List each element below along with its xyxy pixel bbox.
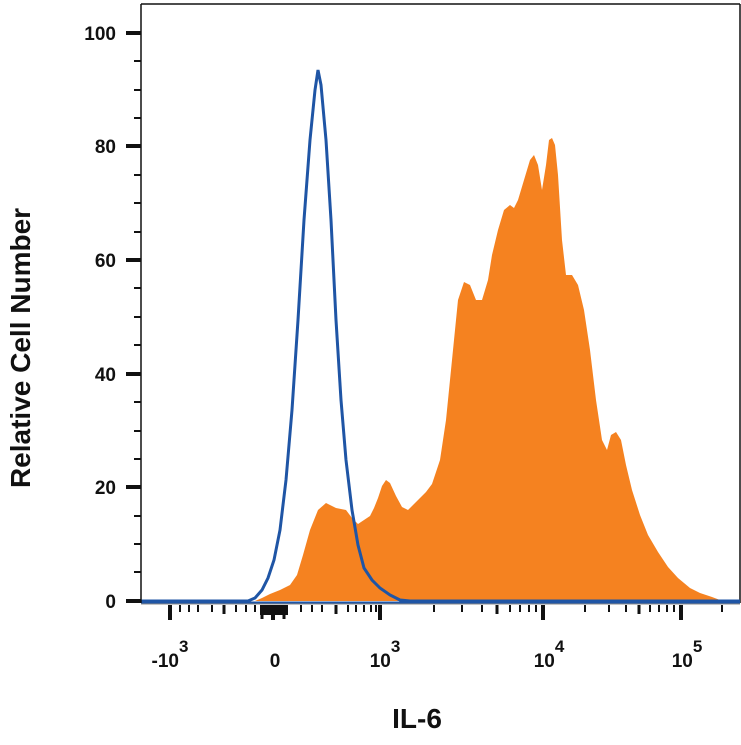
x-tick-label-zero: 0 [270,651,281,672]
il6-stained-histogram [255,138,724,601]
y-tick-label: 100 [84,24,116,45]
plot-frame [141,3,741,603]
x-tick-label-1e3: 103 [370,637,401,672]
y-axis [126,4,142,603]
x-tick-labels: -103 0 103 104 105 [152,637,703,672]
x-tick-label-1e4: 104 [534,637,565,672]
x-axis-title: IL-6 [392,703,442,734]
y-tick-label: 20 [95,478,116,499]
y-tick-label: 80 [95,137,116,158]
y-tick-label: 0 [105,592,116,613]
x-axis-ticks [168,605,723,620]
y-tick-label: 60 [95,251,116,272]
x-tick-label-neg-1e3: -103 [152,637,189,672]
isotype-control-histogram [141,69,740,603]
x-tick-label-1e5: 105 [672,637,703,672]
y-tick-label: 40 [95,365,116,386]
y-axis-title: Relative Cell Number [5,208,36,488]
y-tick-labels: 0 20 40 60 80 100 [84,24,116,613]
